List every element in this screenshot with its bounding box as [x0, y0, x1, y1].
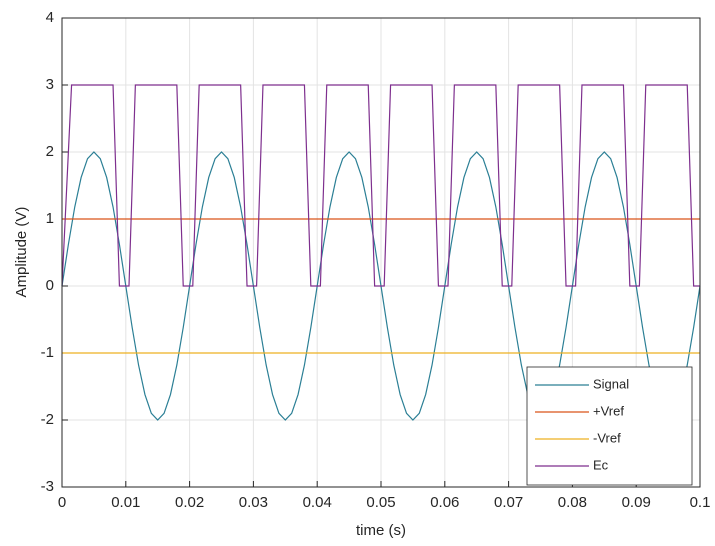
x-tick-label: 0.02	[175, 494, 204, 511]
y-axis-label: Amplitude (V)	[13, 207, 30, 298]
series-line	[61, 84, 700, 287]
x-tick-label: 0.08	[558, 494, 587, 511]
y-tick-label: 4	[46, 9, 54, 26]
y-tick-label: -3	[41, 478, 54, 495]
legend: Signal +Vref -Vref Ec	[526, 366, 693, 486]
x-tick-label: 0.1	[690, 494, 711, 511]
y-tick-label: 1	[46, 210, 54, 227]
y-tick-label: -2	[41, 411, 54, 428]
x-tick-label: 0	[58, 494, 66, 511]
x-tick-label: 0.07	[494, 494, 523, 511]
legend-label: +Vref	[593, 403, 624, 418]
y-tick-label: 3	[46, 76, 54, 93]
y-tick-label: 2	[46, 143, 54, 160]
y-tick-label: -1	[41, 344, 54, 361]
x-tick-label: 0.06	[430, 494, 459, 511]
legend-box	[526, 366, 693, 486]
x-axis-label: time (s)	[356, 522, 406, 539]
y-tick-label: 0	[46, 277, 54, 294]
x-tick-label: 0.03	[239, 494, 268, 511]
x-tick-label: 0.05	[366, 494, 395, 511]
x-tick-label: 0.09	[622, 494, 651, 511]
legend-label: Ec	[593, 457, 609, 472]
x-tick-label: 0.01	[111, 494, 140, 511]
x-tick-label: 0.04	[303, 494, 332, 511]
legend-label: Signal	[593, 376, 629, 391]
legend-label: -Vref	[593, 430, 621, 445]
plot-frame	[61, 17, 701, 488]
